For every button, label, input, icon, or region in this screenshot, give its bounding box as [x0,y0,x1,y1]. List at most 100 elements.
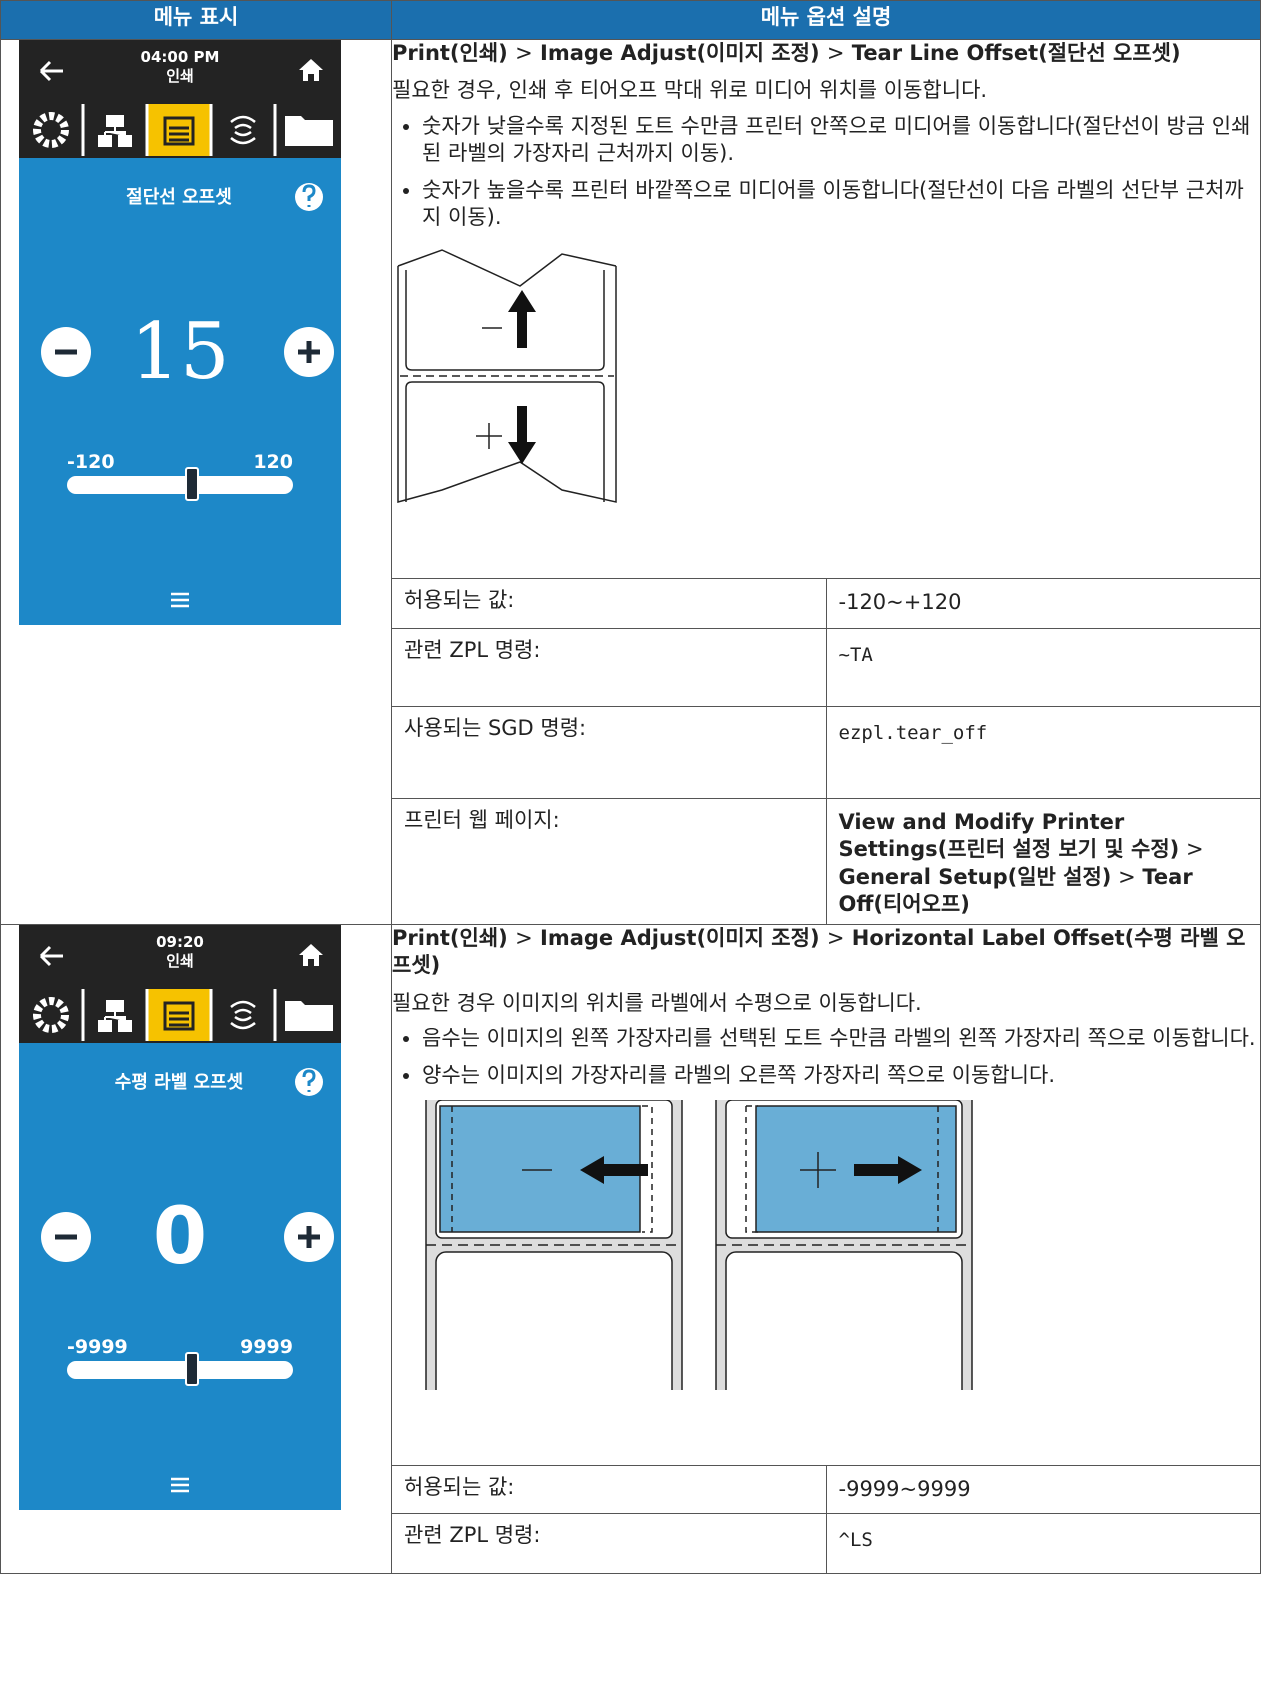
menu-table: 메뉴 표시 메뉴 옵션 설명 04:00 PM 인쇄 절단선 오프셋 15 -120 12… [0,0,1261,1574]
description-cell: Print(인쇄) > Image Adjust(이미지 조정) > Horiz… [391,924,1261,1467]
media-outline [397,248,617,503]
description-cell: Print(인쇄) > Image Adjust(이미지 조정) > Tear … [391,39,1261,579]
menu-name: 인쇄 [166,952,194,970]
slider-max: 9999 [240,1336,293,1358]
printer-icon [163,1001,195,1031]
web-path-item: View and Modify Printer Settings(프린터 설정 … [838,810,1180,862]
path-separator: > [515,41,533,65]
path-item: Print(인쇄) [392,41,508,65]
path-separator: > [826,41,845,65]
detail-label: 관련 ZPL 명령: [391,628,827,707]
detail-label: 프린터 웹 페이지: [391,797,827,926]
back-icon [39,60,63,82]
slider-thumb [185,1352,199,1387]
status-bar [19,40,341,102]
path-item: Tear Line Offset(절단선 오프셋) [851,41,1181,65]
help-mark [302,184,316,207]
header-cell: 메뉴 옵션 설명 [391,0,1261,40]
up-arrow [508,289,536,348]
setting-name: 절단선 오프셋 [126,187,232,208]
detail-value: -120~+120 [825,578,1261,629]
detail-value: ^LS [825,1513,1261,1575]
menu-icon [171,1477,189,1493]
section-row: 04:00 PM 인쇄 절단선 오프셋 15 -120 120 Print(인쇄) > Im… [0,38,1261,926]
status-bar [19,925,341,988]
screen-cell: 04:00 PM 인쇄 절단선 오프셋 15 -120 120 [0,38,392,926]
folder-icon [285,116,333,146]
wireless-icon [230,115,256,145]
header-cell: 메뉴 표시 [0,0,392,40]
path-item: Print(인쇄) [392,926,508,951]
bullet-item: 숫자가 낮을수록 지정된 도트 수만큼 프린터 안쪽으로 미디어를 이동합니다(… [422,113,1260,168]
current-value: 0 [153,1192,207,1282]
current-value: 15 [130,307,229,397]
plus-symbol [800,1151,836,1188]
tear-diagram [397,248,617,503]
home-icon [299,944,323,967]
old-edge [745,1104,939,1233]
web-path-item: Tear Off(티어오프) [838,864,1193,916]
path-item: Image Adjust(이미지 조정) [540,41,820,65]
detail-row: 관련 ZPL 명령: ^LS [1,1513,1261,1575]
menu-name: 인쇄 [166,67,194,85]
bullet-item: 숫자가 높을수록 프린터 바깥쪽으로 미디어를 이동합니다(절단선이 다음 라벨… [422,177,1260,232]
bullet-list: 숫자가 낮을수록 지정된 도트 수만큼 프린터 안쪽으로 미디어를 이동합니다(… [392,113,1260,232]
old-edge [451,1104,653,1233]
section-row: 09:20 인쇄 수평 라벨 오프셋 0 -9999 9999 Print(인쇄) > Im… [0,924,1261,1575]
detail-label: 허용되는 값: [391,578,827,629]
detail-value: View and Modify Printer Settings(프린터 설정 … [825,797,1261,926]
network-icon [98,1000,132,1033]
intro-text: 필요한 경우, 인쇄 후 티어오프 막대 위로 미디어 위치를 이동합니다. [392,78,988,103]
tab-active [147,989,211,1042]
detail-row: 허용되는 값: -9999~9999 [1,1465,1261,1515]
header-row: 메뉴 표시 메뉴 옵션 설명 [0,0,1261,40]
right-arrow [854,1155,922,1184]
path-separator: > [1118,864,1136,889]
left-arrow [580,1155,648,1184]
path-separator: > [1185,837,1204,862]
help-mark [302,1069,316,1093]
slider-max: 120 [253,451,293,473]
label-top [405,269,605,371]
path-separator: > [515,926,533,951]
path-item: Image Adjust(이미지 조정) [540,926,820,951]
screen-cell: 09:20 인쇄 수평 라벨 오프셋 0 -9999 9999 [0,924,392,1575]
path-item: Horizontal Label Offset(수평 라벨 오프셋) [392,926,1246,978]
menu-path: Print(인쇄) > Image Adjust(이미지 조정) > Tear … [392,40,1260,67]
label-bottom [435,1250,673,1390]
detail-value: -9999~9999 [825,1465,1261,1515]
printer-icon [163,116,195,146]
intro-text: 필요한 경우 이미지의 위치를 라벨에서 수평으로 이동합니다. [392,990,922,1015]
detail-label: 사용되는 SGD 명령: [391,706,827,799]
path-separator: > [826,926,845,951]
detail-row: 관련 ZPL 명령: ~TA [1,628,1261,707]
label-bottom [405,381,605,502]
tab-active [147,104,211,156]
detail-row: 프린터 웹 페이지: View and Modify Printer Settin… [1,797,1261,926]
plus-symbol [476,422,502,449]
slider-thumb [185,467,199,501]
setting-name: 수평 라벨 오프셋 [115,1072,244,1093]
slider-min: -120 [67,451,115,473]
plus-sign [298,1226,320,1249]
settings-icon [33,112,69,148]
bullet-list: 음수는 이미지의 왼쪽 가장자리를 선택된 도트 수만큼 라벨의 왼쪽 가장자리… [392,1025,1260,1090]
settings-icon [33,997,69,1034]
wireless-icon [230,1000,256,1030]
down-arrow [508,405,536,464]
detail-label: 허용되는 값: [391,1465,827,1515]
home-icon [299,59,323,81]
detail-value: ezpl.tear_off [825,706,1261,799]
horizontal-diagram [425,1099,973,1390]
bullet-item: 양수는 이미지의 가장자리를 라벨의 오른쪽 가장자리 쪽으로 이동합니다. [422,1062,1260,1089]
folder-icon [285,1001,333,1032]
bullet-item: 음수는 이미지의 왼쪽 가장자리를 선택된 도트 수만큼 라벨의 왼쪽 가장자리… [422,1025,1260,1052]
back-icon [39,946,63,967]
detail-value: ~TA [825,628,1261,707]
plus-sign [298,341,320,363]
slider-track [67,1361,293,1380]
detail-label: 관련 ZPL 명령: [391,1513,827,1575]
